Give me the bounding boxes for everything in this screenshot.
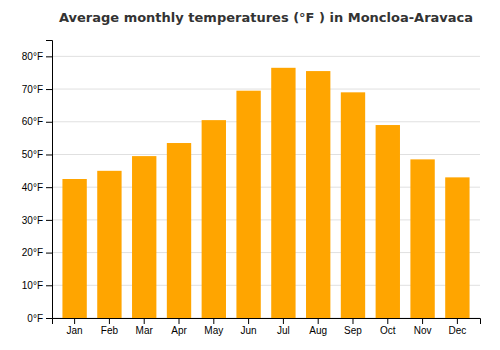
tick-mark <box>46 122 52 123</box>
tick-mark <box>109 318 110 324</box>
y-tick: 30°F <box>22 215 52 226</box>
tick-label: 20°F <box>22 247 43 258</box>
tick-mark <box>144 318 145 324</box>
x-tick: Aug <box>309 318 327 336</box>
bar <box>97 171 121 318</box>
tick-label: 0°F <box>27 313 43 324</box>
bar <box>306 71 330 318</box>
tick-mark <box>46 318 52 319</box>
x-tick: Oct <box>380 318 396 336</box>
bar <box>236 91 260 318</box>
tick-mark <box>387 318 388 324</box>
chart: Jan Feb Mar Apr May Jun Jul Aug Sep Oct Nov Dec 0°F 1… <box>0 0 500 350</box>
y-axis: 0°F 10°F 20°F 30°F 40°F 50°F 60°F 70°F 80°F <box>22 41 53 324</box>
bar <box>132 156 156 318</box>
tick-mark <box>213 318 214 324</box>
tick-label: Oct <box>380 325 396 336</box>
tick-mark <box>46 253 52 254</box>
y-tick: 20°F <box>22 247 52 258</box>
tick-mark <box>46 187 52 188</box>
tick-label: Feb <box>101 325 119 336</box>
y-tick: 80°F <box>22 51 52 62</box>
y-tick: 10°F <box>22 280 52 291</box>
axis-line <box>53 319 481 325</box>
tick-label: Jul <box>277 325 290 336</box>
tick-label: Jun <box>241 325 257 336</box>
tick-mark <box>74 318 75 324</box>
bar <box>271 68 295 318</box>
x-tick: Jan <box>67 318 83 336</box>
title: Average monthly temperatures (°F ) in Mo… <box>59 10 473 25</box>
grid <box>52 56 480 318</box>
bar <box>167 143 191 318</box>
tick-mark <box>179 318 180 324</box>
x-axis: Jan Feb Mar Apr May Jun Jul Aug Sep Oct Nov Dec <box>53 318 481 336</box>
y-tick: 0°F <box>27 313 52 324</box>
tick-label: Dec <box>448 325 466 336</box>
tick-label: 80°F <box>22 51 43 62</box>
y-tick: 60°F <box>22 116 52 127</box>
bar <box>202 120 226 318</box>
tick-label: 70°F <box>22 84 43 95</box>
bars <box>62 68 469 318</box>
x-tick: Dec <box>448 318 466 336</box>
tick-mark <box>248 318 249 324</box>
bar <box>445 177 469 318</box>
y-tick: 70°F <box>22 84 52 95</box>
tick-label: Nov <box>414 325 432 336</box>
tick-label: Mar <box>136 325 154 336</box>
bar <box>410 159 434 318</box>
tick-mark <box>352 318 353 324</box>
tick-label: Apr <box>171 325 187 336</box>
plot: Jan Feb Mar Apr May Jun Jul Aug Sep Oct Nov Dec 0°F 1… <box>22 41 481 337</box>
tick-mark <box>318 318 319 324</box>
tick-label: Aug <box>309 325 327 336</box>
tick-label: 40°F <box>22 182 43 193</box>
x-tick: Sep <box>344 318 362 336</box>
x-tick: Nov <box>414 318 432 336</box>
grid-line <box>52 154 480 155</box>
tick-label: 30°F <box>22 215 43 226</box>
x-tick: Mar <box>136 318 154 336</box>
axis-line <box>46 41 53 319</box>
tick-label: Sep <box>344 325 362 336</box>
x-tick: Feb <box>101 318 119 336</box>
tick-mark <box>46 154 52 155</box>
grid-line <box>52 121 480 122</box>
tick-mark <box>283 318 284 324</box>
tick-label: Jan <box>67 325 83 336</box>
tick-mark <box>422 318 423 324</box>
grid-line <box>52 89 480 90</box>
grid-line <box>52 56 480 57</box>
x-tick: Apr <box>171 318 187 336</box>
tick-mark <box>46 89 52 90</box>
tick-label: May <box>204 325 223 336</box>
tick-label: 60°F <box>22 116 43 127</box>
tick-label: 50°F <box>22 149 43 160</box>
x-tick: Jun <box>241 318 257 336</box>
y-tick: 40°F <box>22 182 52 193</box>
tick-mark <box>46 56 52 57</box>
x-tick: Jul <box>277 318 290 336</box>
bar <box>341 92 365 318</box>
tick-mark <box>46 220 52 221</box>
y-tick: 50°F <box>22 149 52 160</box>
bar <box>62 179 86 318</box>
tick-mark <box>46 285 52 286</box>
tick-mark <box>457 318 458 324</box>
bar <box>376 125 400 318</box>
x-tick: May <box>204 318 223 336</box>
tick-label: 10°F <box>22 280 43 291</box>
